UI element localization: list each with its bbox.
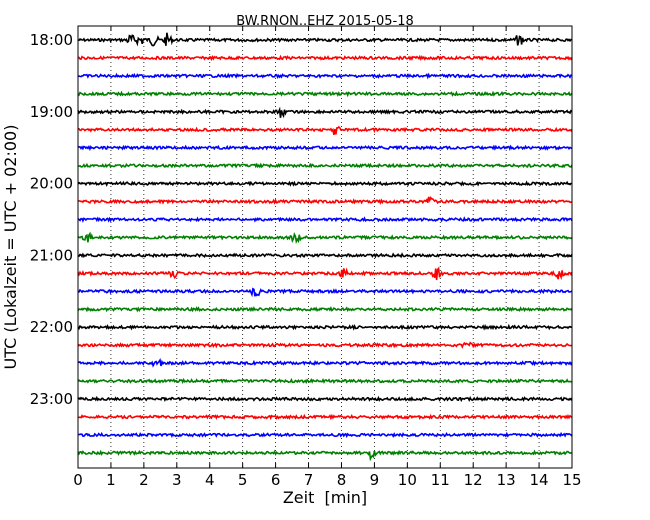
trace-2100 — [77, 252, 573, 259]
x-tick-label: 8 — [337, 471, 347, 489]
trace-2330 — [77, 431, 573, 439]
trace-2215 — [77, 341, 573, 349]
trace-1945 — [77, 162, 573, 169]
trace-2230 — [77, 357, 573, 368]
trace-1845 — [77, 90, 573, 98]
x-tick-label: 14 — [530, 471, 549, 489]
x-tick-label: 12 — [464, 471, 483, 489]
chart-title: BW.RNON..EHZ 2015-05-18 — [236, 14, 414, 29]
x-tick-label: 9 — [370, 471, 380, 489]
plot-frame — [77, 25, 573, 469]
x-axis-label: Zeit [min] — [283, 488, 367, 507]
trace-2345 — [77, 449, 573, 462]
trace-1915 — [77, 125, 573, 136]
trace-2015 — [78, 196, 573, 205]
y-axis-ticks: 18:00 19:00 20:00 21:00 22:00 23:00 — [30, 31, 572, 408]
seismogram-traces — [77, 32, 573, 462]
x-tick-label: 5 — [238, 471, 248, 489]
x-tick-label: 13 — [497, 471, 516, 489]
y-tick-label: 19:00 — [30, 103, 73, 121]
grid-lines — [110, 26, 540, 468]
x-tick-label: 6 — [271, 471, 281, 489]
y-axis-label: UTC (Lokalzeit = UTC + 02:00) — [1, 125, 20, 370]
trace-1930 — [77, 144, 573, 152]
y-tick-label: 21:00 — [30, 246, 73, 264]
x-axis-ticks: 0 1 2 3 4 5 6 7 8 9 10 11 12 13 14 15 — [73, 26, 582, 489]
trace-2115 — [77, 266, 573, 281]
trace-1830 — [77, 72, 573, 80]
y-tick-label: 18:00 — [30, 31, 73, 49]
trace-2045 — [77, 231, 573, 245]
x-tick-label: 1 — [106, 471, 116, 489]
trace-2200 — [77, 323, 573, 331]
trace-1800 — [77, 32, 573, 47]
x-tick-label: 2 — [139, 471, 149, 489]
trace-2300 — [77, 395, 573, 403]
trace-2315 — [77, 413, 573, 421]
x-tick-label: 4 — [205, 471, 215, 489]
x-tick-label: 3 — [172, 471, 182, 489]
y-tick-label: 23:00 — [30, 390, 73, 408]
y-tick-label: 22:00 — [30, 318, 73, 336]
x-tick-label: 7 — [304, 471, 314, 489]
y-tick-label: 20:00 — [30, 175, 73, 193]
x-tick-label: 0 — [73, 471, 83, 489]
trace-2130 — [77, 287, 573, 298]
trace-2030 — [77, 216, 573, 223]
trace-1815 — [77, 54, 573, 62]
trace-2245 — [77, 377, 573, 385]
trace-2145 — [77, 306, 573, 313]
trace-1900 — [77, 106, 573, 119]
x-tick-label: 11 — [431, 471, 450, 489]
x-tick-label: 10 — [398, 471, 417, 489]
x-tick-label: 15 — [562, 471, 581, 489]
trace-2000 — [77, 180, 573, 187]
